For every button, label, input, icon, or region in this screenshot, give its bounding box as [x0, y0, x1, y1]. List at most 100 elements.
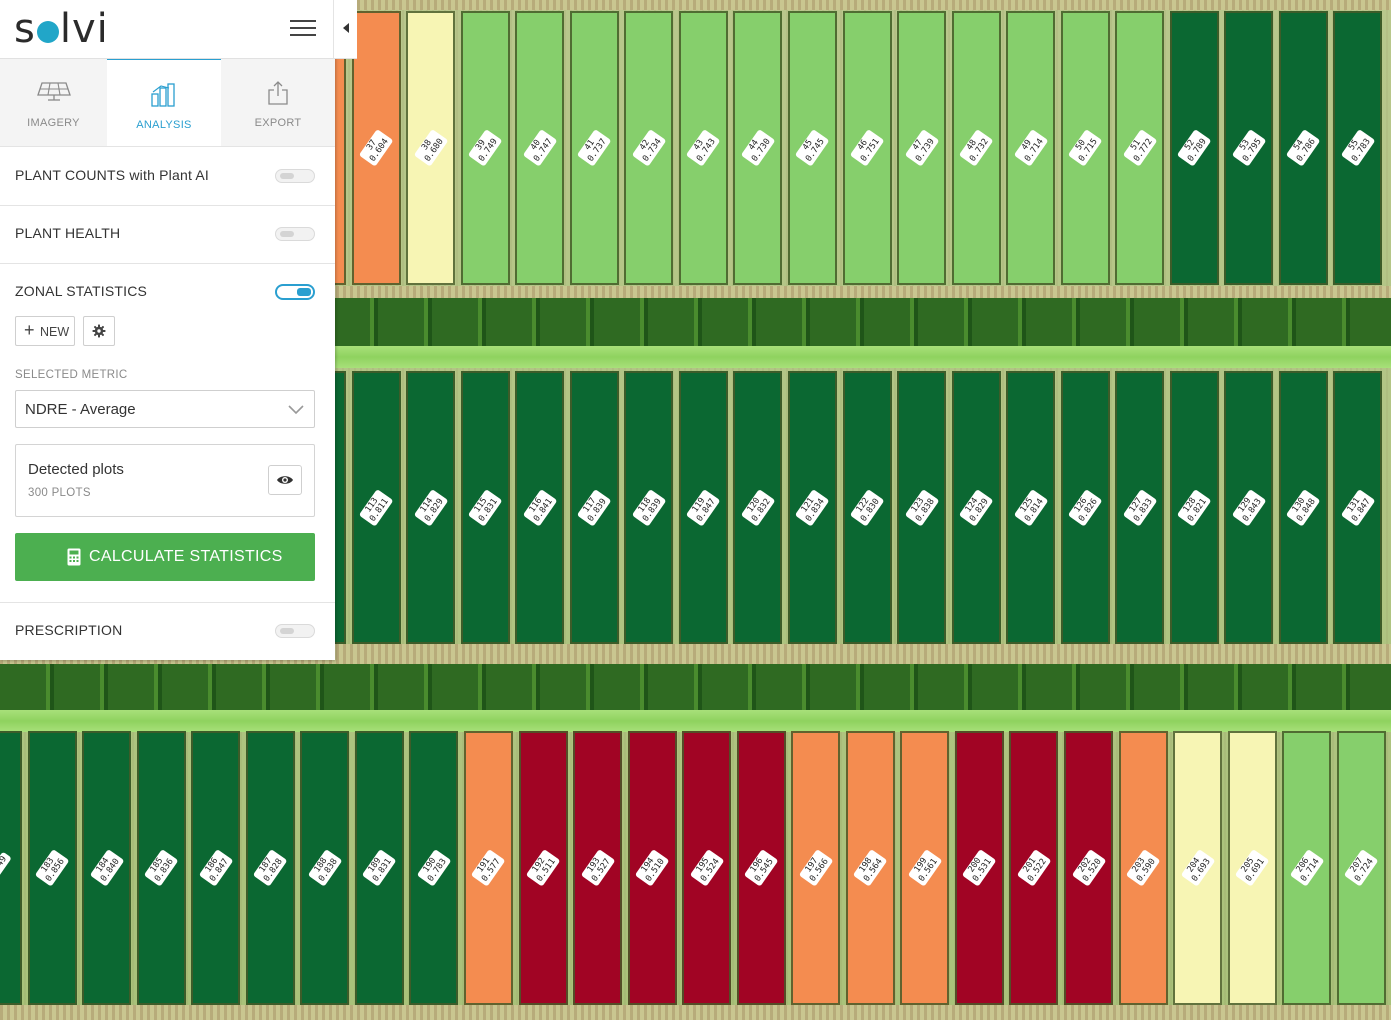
plot[interactable]: 44 0.730	[733, 11, 783, 285]
plot[interactable]: 113 0.811	[351, 371, 401, 644]
plot-label: 187 0.828	[252, 849, 288, 887]
plot-label: 118 0.839	[631, 488, 667, 527]
zonal-statistics-toggle[interactable]	[275, 284, 315, 300]
plot[interactable]: 191 0.577	[463, 731, 513, 1005]
plot[interactable]: 195 0.524	[682, 731, 732, 1005]
plot[interactable]: 196 0.545	[736, 731, 786, 1005]
plus-icon: +	[24, 320, 35, 340]
collapse-panel-button[interactable]	[333, 0, 358, 58]
grass-strip	[0, 710, 1391, 732]
plot[interactable]: 48 0.732	[951, 11, 1001, 285]
chart-analysis-icon	[151, 83, 175, 107]
plot[interactable]: 39 0.749	[460, 11, 510, 285]
metric-select[interactable]: NDRE - Average	[15, 390, 315, 428]
plot[interactable]: 54 0.786	[1278, 11, 1328, 285]
plot-label: 184 0.840	[89, 849, 124, 887]
plot-label: 55 0.783	[1340, 129, 1376, 167]
plot[interactable]: 127 0.833	[1115, 371, 1165, 644]
plot[interactable]: 197 0.566	[791, 731, 841, 1005]
plot[interactable]: 198 0.564	[845, 731, 895, 1005]
plot-label: 117 0.839	[576, 488, 612, 527]
plot[interactable]: 114 0.829	[406, 371, 456, 644]
plot[interactable]: 130 0.848	[1278, 371, 1328, 644]
section-title: ZONAL STATISTICS	[15, 283, 148, 299]
toggle-plots-visibility-button[interactable]	[268, 465, 302, 495]
tab-imagery-label: IMAGERY	[27, 117, 80, 129]
plot[interactable]: 52 0.789	[1169, 11, 1219, 285]
plot[interactable]: 193 0.527	[573, 731, 623, 1005]
plot[interactable]: 184 0.840	[82, 731, 132, 1005]
plot[interactable]: 37 0.604	[351, 11, 401, 285]
plot[interactable]: 45 0.745	[787, 11, 837, 285]
plot[interactable]: 121 0.834	[787, 371, 837, 644]
plot[interactable]: 120 0.832	[733, 371, 783, 644]
logo-dot	[36, 21, 59, 43]
plot[interactable]: 199 0.561	[900, 731, 950, 1005]
plot[interactable]: 122 0.830	[842, 371, 892, 644]
plot[interactable]: 128 0.821	[1169, 371, 1219, 644]
plot[interactable]: 53 0.795	[1224, 11, 1274, 285]
plot-label: 191 0.577	[471, 849, 506, 887]
plot[interactable]: 131 0.847	[1333, 371, 1383, 644]
plot[interactable]: 55 0.783	[1333, 11, 1383, 285]
plot[interactable]: 41 0.737	[569, 11, 619, 285]
plot[interactable]: 205 0.691	[1227, 731, 1277, 1005]
plot-label: 189 0.831	[362, 849, 397, 887]
plot[interactable]: 188 0.838	[300, 731, 350, 1005]
plot[interactable]: 126 0.826	[1060, 371, 1110, 644]
tab-imagery[interactable]: IMAGERY	[0, 58, 107, 146]
plot[interactable]: 50 0.715	[1060, 11, 1110, 285]
plant-counts-toggle[interactable]	[275, 169, 315, 183]
settings-button[interactable]	[83, 316, 115, 346]
plot[interactable]: 186 0.847	[191, 731, 241, 1005]
plot[interactable]: 42 0.734	[624, 11, 674, 285]
plot[interactable]: 187 0.828	[245, 731, 295, 1005]
plot[interactable]: 47 0.739	[897, 11, 947, 285]
plot[interactable]: 38 0.680	[406, 11, 456, 285]
plot[interactable]: 202 0.520	[1064, 731, 1113, 1005]
plot[interactable]: 207 0.724	[1336, 731, 1386, 1005]
plot[interactable]: 51 0.772	[1115, 11, 1165, 285]
logo-text-start: s	[14, 6, 36, 52]
plot-label: 46 0.751	[849, 129, 885, 167]
plot[interactable]: 190 0.783	[409, 731, 459, 1005]
plot-label: 126 0.826	[1067, 488, 1103, 527]
eye-icon	[277, 476, 293, 484]
plot[interactable]: 192 0.511	[518, 731, 568, 1005]
plot[interactable]: 183 0.856	[27, 731, 77, 1005]
plot[interactable]: 124 0.829	[951, 371, 1001, 644]
plot[interactable]: 125 0.814	[1006, 371, 1056, 644]
tab-analysis-label: ANALYSIS	[136, 119, 192, 131]
plot[interactable]: 118 0.839	[624, 371, 674, 644]
plot[interactable]: 117 0.839	[569, 371, 619, 644]
tab-export[interactable]: EXPORT	[221, 58, 335, 146]
plot[interactable]: 116 0.841	[515, 371, 565, 644]
plot[interactable]: 49 0.714	[1006, 11, 1056, 285]
plot[interactable]: 194 0.510	[627, 731, 677, 1005]
menu-icon[interactable]	[290, 20, 316, 36]
plot-label: 129 0.843	[1231, 488, 1267, 527]
plot[interactable]: 40 0.747	[515, 11, 565, 285]
plot[interactable]: 201 0.522	[1009, 731, 1059, 1005]
plot[interactable]: 46 0.751	[842, 11, 892, 285]
calculate-statistics-button[interactable]: CALCULATE STATISTICS	[15, 533, 315, 581]
plot[interactable]: 185 0.836	[136, 731, 186, 1005]
plot[interactable]: 129 0.843	[1224, 371, 1274, 644]
plant-health-toggle[interactable]	[275, 227, 315, 241]
plot-label: 124 0.829	[958, 488, 994, 527]
plot[interactable]: 206 0.714	[1282, 731, 1332, 1005]
prescription-toggle[interactable]	[275, 624, 315, 638]
plot[interactable]: 0.849	[0, 731, 22, 1005]
plot-label: 185 0.836	[143, 849, 179, 887]
plot[interactable]: 203 0.590	[1118, 731, 1168, 1005]
plot[interactable]: 119 0.847	[678, 371, 728, 644]
plot[interactable]: 204 0.693	[1173, 731, 1223, 1005]
plot[interactable]: 43 0.743	[678, 11, 728, 285]
tab-analysis[interactable]: ANALYSIS	[107, 58, 221, 146]
plot[interactable]: 115 0.831	[460, 371, 510, 644]
plot[interactable]: 200 0.531	[954, 731, 1004, 1005]
plot[interactable]: 189 0.831	[354, 731, 404, 1005]
plot[interactable]: 123 0.838	[897, 371, 947, 644]
new-zone-button[interactable]: + NEW	[15, 316, 75, 346]
